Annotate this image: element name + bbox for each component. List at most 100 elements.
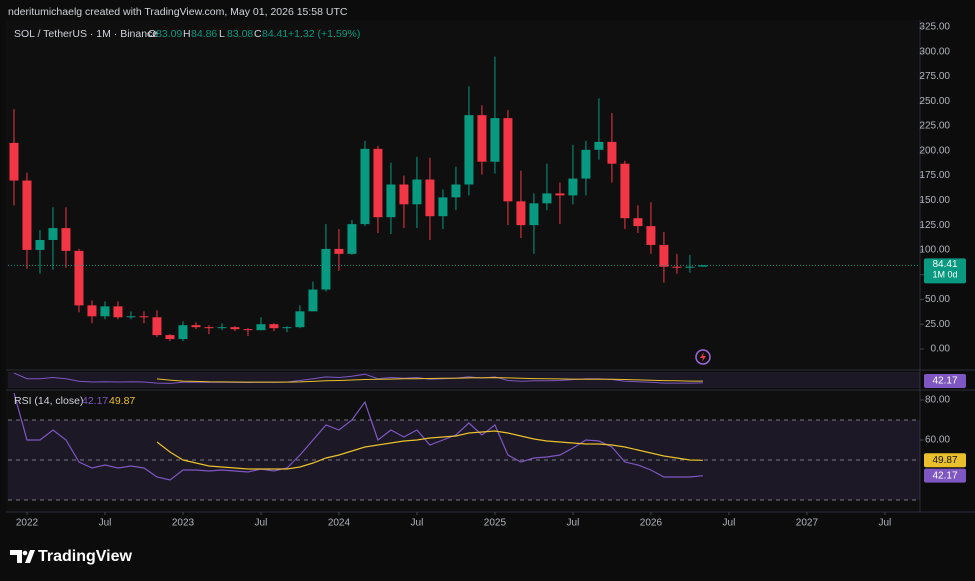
value-tag-label: 49.87 [932, 455, 957, 466]
candle-body [685, 266, 695, 268]
candle-body [48, 228, 58, 240]
plot-area [6, 20, 920, 512]
candle-body [542, 193, 552, 204]
x-tick-label: Jul [567, 518, 580, 529]
candle-body [217, 327, 227, 329]
candles [9, 56, 708, 342]
candle-body [22, 180, 32, 250]
logo-shape [25, 550, 35, 563]
ohlc-value: 84.41 [262, 28, 288, 40]
candle-body [204, 327, 214, 329]
candle-body [386, 184, 396, 218]
candle-body [659, 244, 669, 267]
candle-body [490, 118, 500, 162]
x-tick-label: 2024 [328, 518, 351, 529]
y-tick-label: 50.00 [925, 294, 950, 305]
x-tick-label: 2027 [796, 518, 819, 529]
candle-body [35, 239, 45, 250]
candle-body [347, 224, 357, 254]
alert-icon-ring[interactable] [695, 349, 711, 365]
candle-body [9, 142, 19, 181]
candle-body [113, 306, 123, 318]
x-tick-label: 2022 [16, 518, 39, 529]
x-tick-label: Jul [411, 518, 424, 529]
candle-body [191, 325, 201, 328]
candle-body [178, 325, 188, 340]
candle-body [503, 118, 513, 202]
value-tag [924, 468, 966, 483]
rsi-line [13, 392, 703, 481]
y-tick-label: 325.00 [919, 22, 950, 33]
candle-body [87, 305, 97, 317]
candle-body [282, 327, 292, 329]
y-tick-label: 80.00 [925, 395, 950, 406]
rsi-title: RSI (14, close) [14, 395, 83, 407]
candle-body [152, 317, 162, 336]
candle-body [334, 248, 344, 254]
y-tick-label: 250.00 [919, 96, 950, 107]
candle-body [321, 248, 331, 290]
candle-body [568, 178, 578, 196]
candle-body [594, 141, 604, 150]
candle-body [646, 226, 656, 245]
y-tick-label: 0.00 [931, 344, 951, 355]
candle-body [243, 329, 253, 331]
candle-body [425, 179, 435, 217]
candle-body [477, 115, 487, 162]
y-tick-label: 300.00 [919, 46, 950, 57]
y-tick-label: 60.00 [925, 435, 950, 446]
x-tick-label: Jul [879, 518, 892, 529]
mini-indicator-line [156, 377, 703, 383]
candle-body [672, 266, 682, 268]
alert-icon[interactable] [695, 349, 711, 365]
last-price-label: 84.41 [932, 259, 957, 270]
rsi-line [156, 430, 703, 470]
candle-body [74, 250, 84, 306]
candle-body [139, 316, 149, 318]
y-tick-label: 100.00 [919, 245, 950, 256]
logo-dot [22, 550, 28, 556]
candle-body [165, 335, 175, 340]
countdown-label: 1M 0d [932, 270, 957, 280]
ohlc-key: O [148, 28, 156, 40]
candle-body [464, 115, 474, 185]
value-tag-label: 42.17 [932, 376, 957, 387]
symbol-title: SOL / TetherUS · 1M · Binance [14, 28, 158, 40]
x-tick-label: 2023 [172, 518, 195, 529]
y-tick-label: 150.00 [919, 195, 950, 206]
candle-body [295, 311, 305, 328]
value-tag [924, 453, 966, 468]
y-tick-label: 275.00 [919, 71, 950, 82]
candle-body [269, 324, 279, 329]
brand-name: TradingView [38, 548, 133, 565]
ohlc-value: 83.09 [156, 28, 182, 40]
watermark-header: nderitumichaelg created with TradingView… [8, 6, 348, 18]
candle-body [256, 324, 266, 331]
ohlc-value: 83.08 [227, 28, 253, 40]
candle-body [438, 197, 448, 217]
candle-body [230, 327, 240, 330]
candle-body [100, 306, 110, 317]
brand-logo [10, 550, 35, 563]
candle-body [555, 193, 565, 196]
alert-icon-bolt[interactable] [700, 352, 706, 362]
candle-body [633, 218, 643, 227]
x-tick-label: 2026 [640, 518, 663, 529]
x-tick-label: Jul [723, 518, 736, 529]
candle-body [399, 184, 409, 205]
candle-body [620, 163, 630, 219]
candle-body [581, 149, 591, 179]
x-tick-label: Jul [255, 518, 268, 529]
candle-body [607, 141, 617, 164]
value-tag-label: 42.17 [932, 470, 957, 481]
mini-pane-band [8, 372, 920, 388]
ohlc-key: H [183, 28, 191, 40]
rsi-value: 42.17 [82, 395, 108, 407]
y-tick-label: 200.00 [919, 145, 950, 156]
candle-body [373, 148, 383, 218]
candle-body [308, 289, 318, 312]
candle-body [360, 148, 370, 225]
logo-shape [10, 550, 22, 563]
ohlc-key: L [219, 28, 225, 40]
